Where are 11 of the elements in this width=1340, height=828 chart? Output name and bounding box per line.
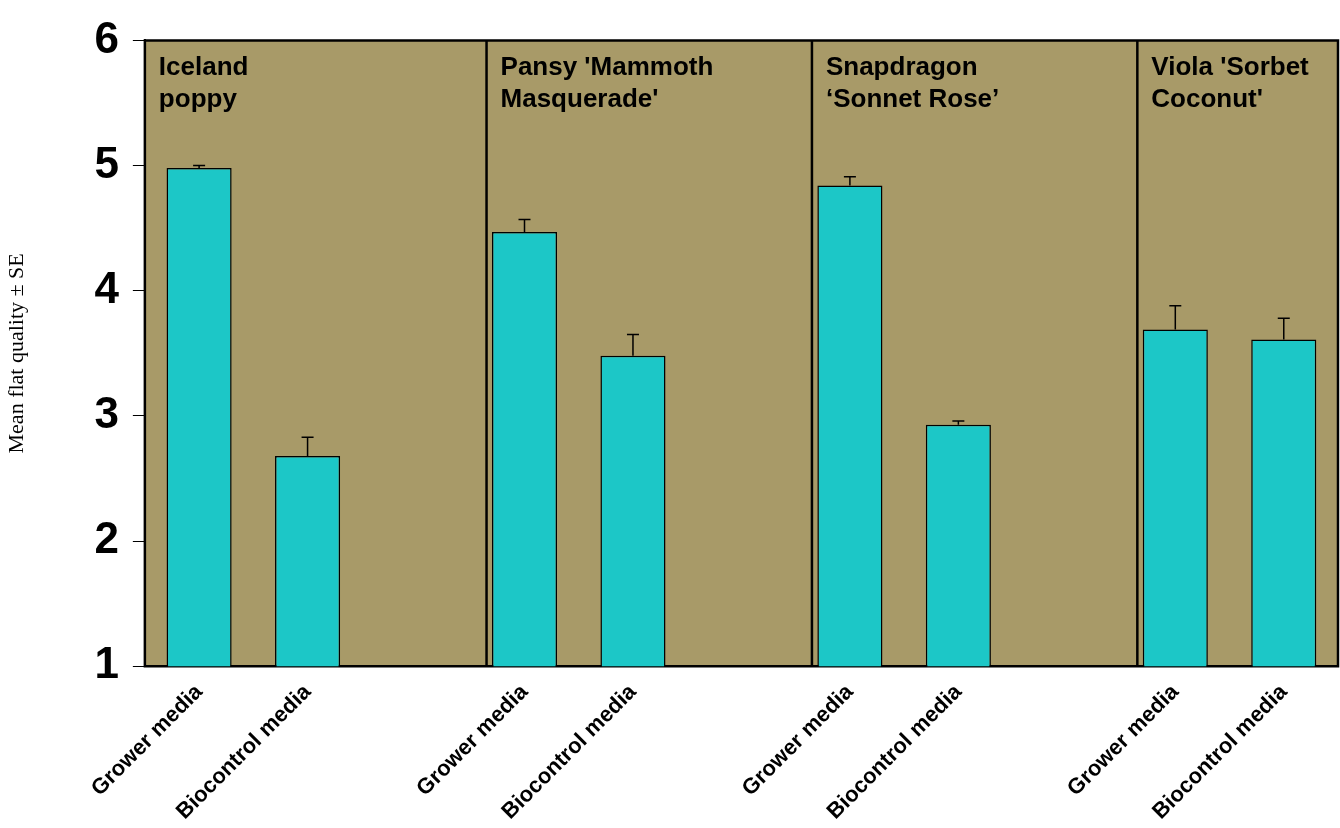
y-tick-label: 3: [94, 388, 119, 438]
annotation: Viola 'Sorbet Coconut': [1151, 50, 1310, 113]
annotation: Iceland poppy: [158, 50, 249, 113]
annotation: Snapdragon ‘Sonnet Rose’: [825, 50, 1000, 113]
y-axis-title: Mean flat quality ± SE: [2, 253, 28, 454]
y-tick-label: 1: [94, 638, 119, 688]
y-tick-label: 6: [94, 12, 119, 62]
y-tick-label: 4: [94, 262, 120, 312]
y-tick-label: 5: [94, 137, 119, 187]
y-tick-label: 2: [94, 513, 119, 563]
annotation: Pansy 'Mammoth Masquerade': [500, 50, 714, 113]
